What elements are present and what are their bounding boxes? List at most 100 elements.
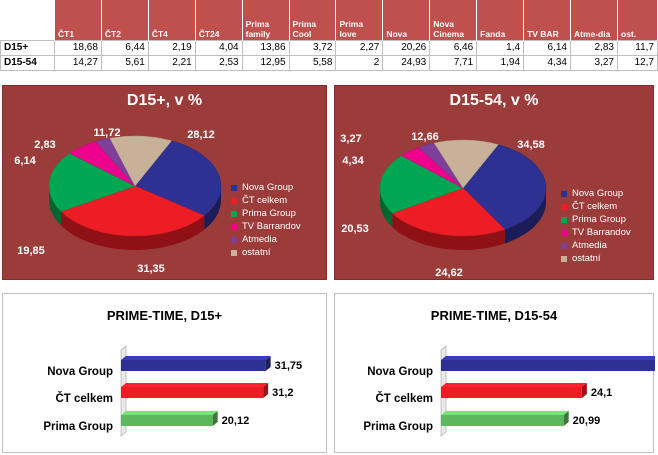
table-header-row: ČT1 ČT2 ČT4 ČT24 Prima family Prima Cool… (0, 0, 658, 40)
row-label: D15-54 (0, 54, 55, 71)
table-cell: 1,94 (476, 54, 525, 71)
column-header: Nova (382, 0, 431, 40)
bar (121, 411, 218, 426)
bar-data-label: 31,75 (275, 360, 303, 372)
category-label: Prima Group (43, 421, 113, 433)
pie-data-label: 31,35 (137, 263, 165, 275)
bar-end (265, 356, 271, 371)
legend-swatch (561, 242, 567, 249)
table-cell: 1,4 (476, 39, 525, 56)
category-label: ČT celkem (375, 392, 433, 405)
legend-item: Atmedia (561, 239, 631, 252)
bar-front (441, 415, 564, 426)
legend-label: ČT celkem (572, 201, 618, 212)
table-cell: 12,95 (241, 54, 290, 71)
table-cell: 11,7 (617, 39, 658, 56)
legend-label: ČT celkem (242, 195, 288, 206)
legend-swatch (561, 229, 567, 236)
legend-label: Prima Group (572, 214, 626, 225)
table-row: D15-54 14,27 5,61 2,21 2,53 12,95 5,58 2… (0, 54, 658, 71)
pie-slice (379, 155, 464, 214)
table-cell: 2,53 (194, 54, 243, 71)
table-cell: 2,27 (335, 39, 384, 56)
chart-title: PRIME-TIME, D15+ (106, 308, 223, 323)
legend-swatch (561, 203, 567, 210)
pie-data-label: 19,85 (17, 245, 45, 257)
column-header: ČT1 (54, 0, 102, 40)
legend-item: Atmedia (231, 233, 301, 246)
pie-chart-d15-54: 34,58 24,62 20,53 4,34 3,27 12,66 D15-54, v %… (334, 85, 654, 280)
row-label: D15+ (0, 39, 55, 56)
table-cell: 4,34 (523, 54, 571, 71)
legend-item: Prima Group (231, 207, 301, 220)
column-header: ČT4 (148, 0, 196, 40)
chart-title: PRIME-TIME, D15-54 (430, 308, 558, 323)
legend-swatch (231, 197, 237, 204)
pie-slice (48, 153, 136, 212)
bar-end (263, 383, 269, 398)
legend-item: ostatní (561, 252, 631, 265)
table-cell: 2,21 (147, 54, 196, 71)
bar-top (441, 411, 569, 415)
table-cell: 14,27 (54, 54, 102, 71)
table-cell: 13,86 (241, 39, 290, 56)
pie-slice-side (504, 188, 546, 244)
bar-end (563, 411, 569, 426)
pie-slice (109, 135, 173, 187)
column-header: Prima family (242, 0, 290, 40)
legend-swatch (561, 190, 567, 197)
column-header: ost. (617, 0, 658, 40)
legend-item: ostatní (231, 246, 301, 259)
pie-data-label: 4,34 (342, 155, 364, 167)
column-header: ČT2 (101, 0, 149, 40)
legend-item: Nova Group (561, 187, 631, 200)
pie-chart-d15plus: 28,12 31,35 19,85 6,14 2,83 11,72 D15+, v % N… (2, 85, 327, 280)
legend-item: Prima Group (561, 213, 631, 226)
column-header: Prima love (335, 0, 384, 40)
column-header: Nova Cinema (429, 0, 478, 40)
pie-slice (60, 185, 205, 237)
table-row: D15+ 18,68 6,44 2,19 4,04 13,86 3,72 2,2… (0, 39, 658, 56)
legend-item: TV Barrandov (561, 226, 631, 239)
legend-swatch (231, 210, 237, 217)
bar-data-label: 24,1 (591, 387, 612, 399)
table-cell: 12,7 (617, 54, 658, 71)
pie-slice (433, 139, 499, 189)
bar-front (121, 360, 266, 371)
pie-data-label: 11,72 (94, 127, 121, 139)
table-cell: 20,26 (382, 39, 431, 56)
legend-label: TV Barrandov (572, 227, 631, 238)
legend-label: Nova Group (572, 188, 624, 199)
pie-data-label: 34,58 (517, 139, 545, 151)
category-label: Nova Group (367, 366, 433, 378)
pie-data-label: 6,14 (14, 155, 36, 167)
table-cell: 5,58 (288, 54, 337, 71)
table-cell: 7,71 (429, 54, 478, 71)
table-cell: 2,83 (569, 39, 619, 56)
bar-top (121, 356, 271, 360)
bar-top (121, 383, 269, 387)
column-header: Fanda (476, 0, 525, 40)
bar (441, 383, 587, 398)
bar (441, 411, 569, 426)
table-corner-cell (0, 0, 55, 40)
table-cell: 3,72 (288, 39, 337, 56)
bar-front (441, 387, 582, 398)
legend-label: ostatní (572, 253, 601, 264)
audience-share-table: ČT1 ČT2 ČT4 ČT24 Prima family Prima Cool… (0, 0, 658, 71)
pie-chart-svg: 34,58 24,62 20,53 4,34 3,27 12,66 (340, 131, 547, 279)
pie-slice-side (61, 211, 205, 250)
legend-label: Atmedia (572, 240, 607, 251)
legend-item: TV Barrandov (231, 220, 301, 233)
legend-swatch (231, 249, 237, 256)
pie-slice-side (49, 186, 62, 226)
legend-swatch (561, 216, 567, 223)
bar (121, 356, 271, 371)
pie-slice-side (392, 213, 505, 250)
pie-data-label: 12,66 (411, 131, 439, 143)
bar-top (441, 356, 655, 360)
chart-legend: Nova Group ČT celkem Prima Group TV Barr… (561, 187, 631, 265)
legend-label: ostatní (242, 247, 271, 258)
chart-title: D15+, v % (126, 92, 203, 109)
